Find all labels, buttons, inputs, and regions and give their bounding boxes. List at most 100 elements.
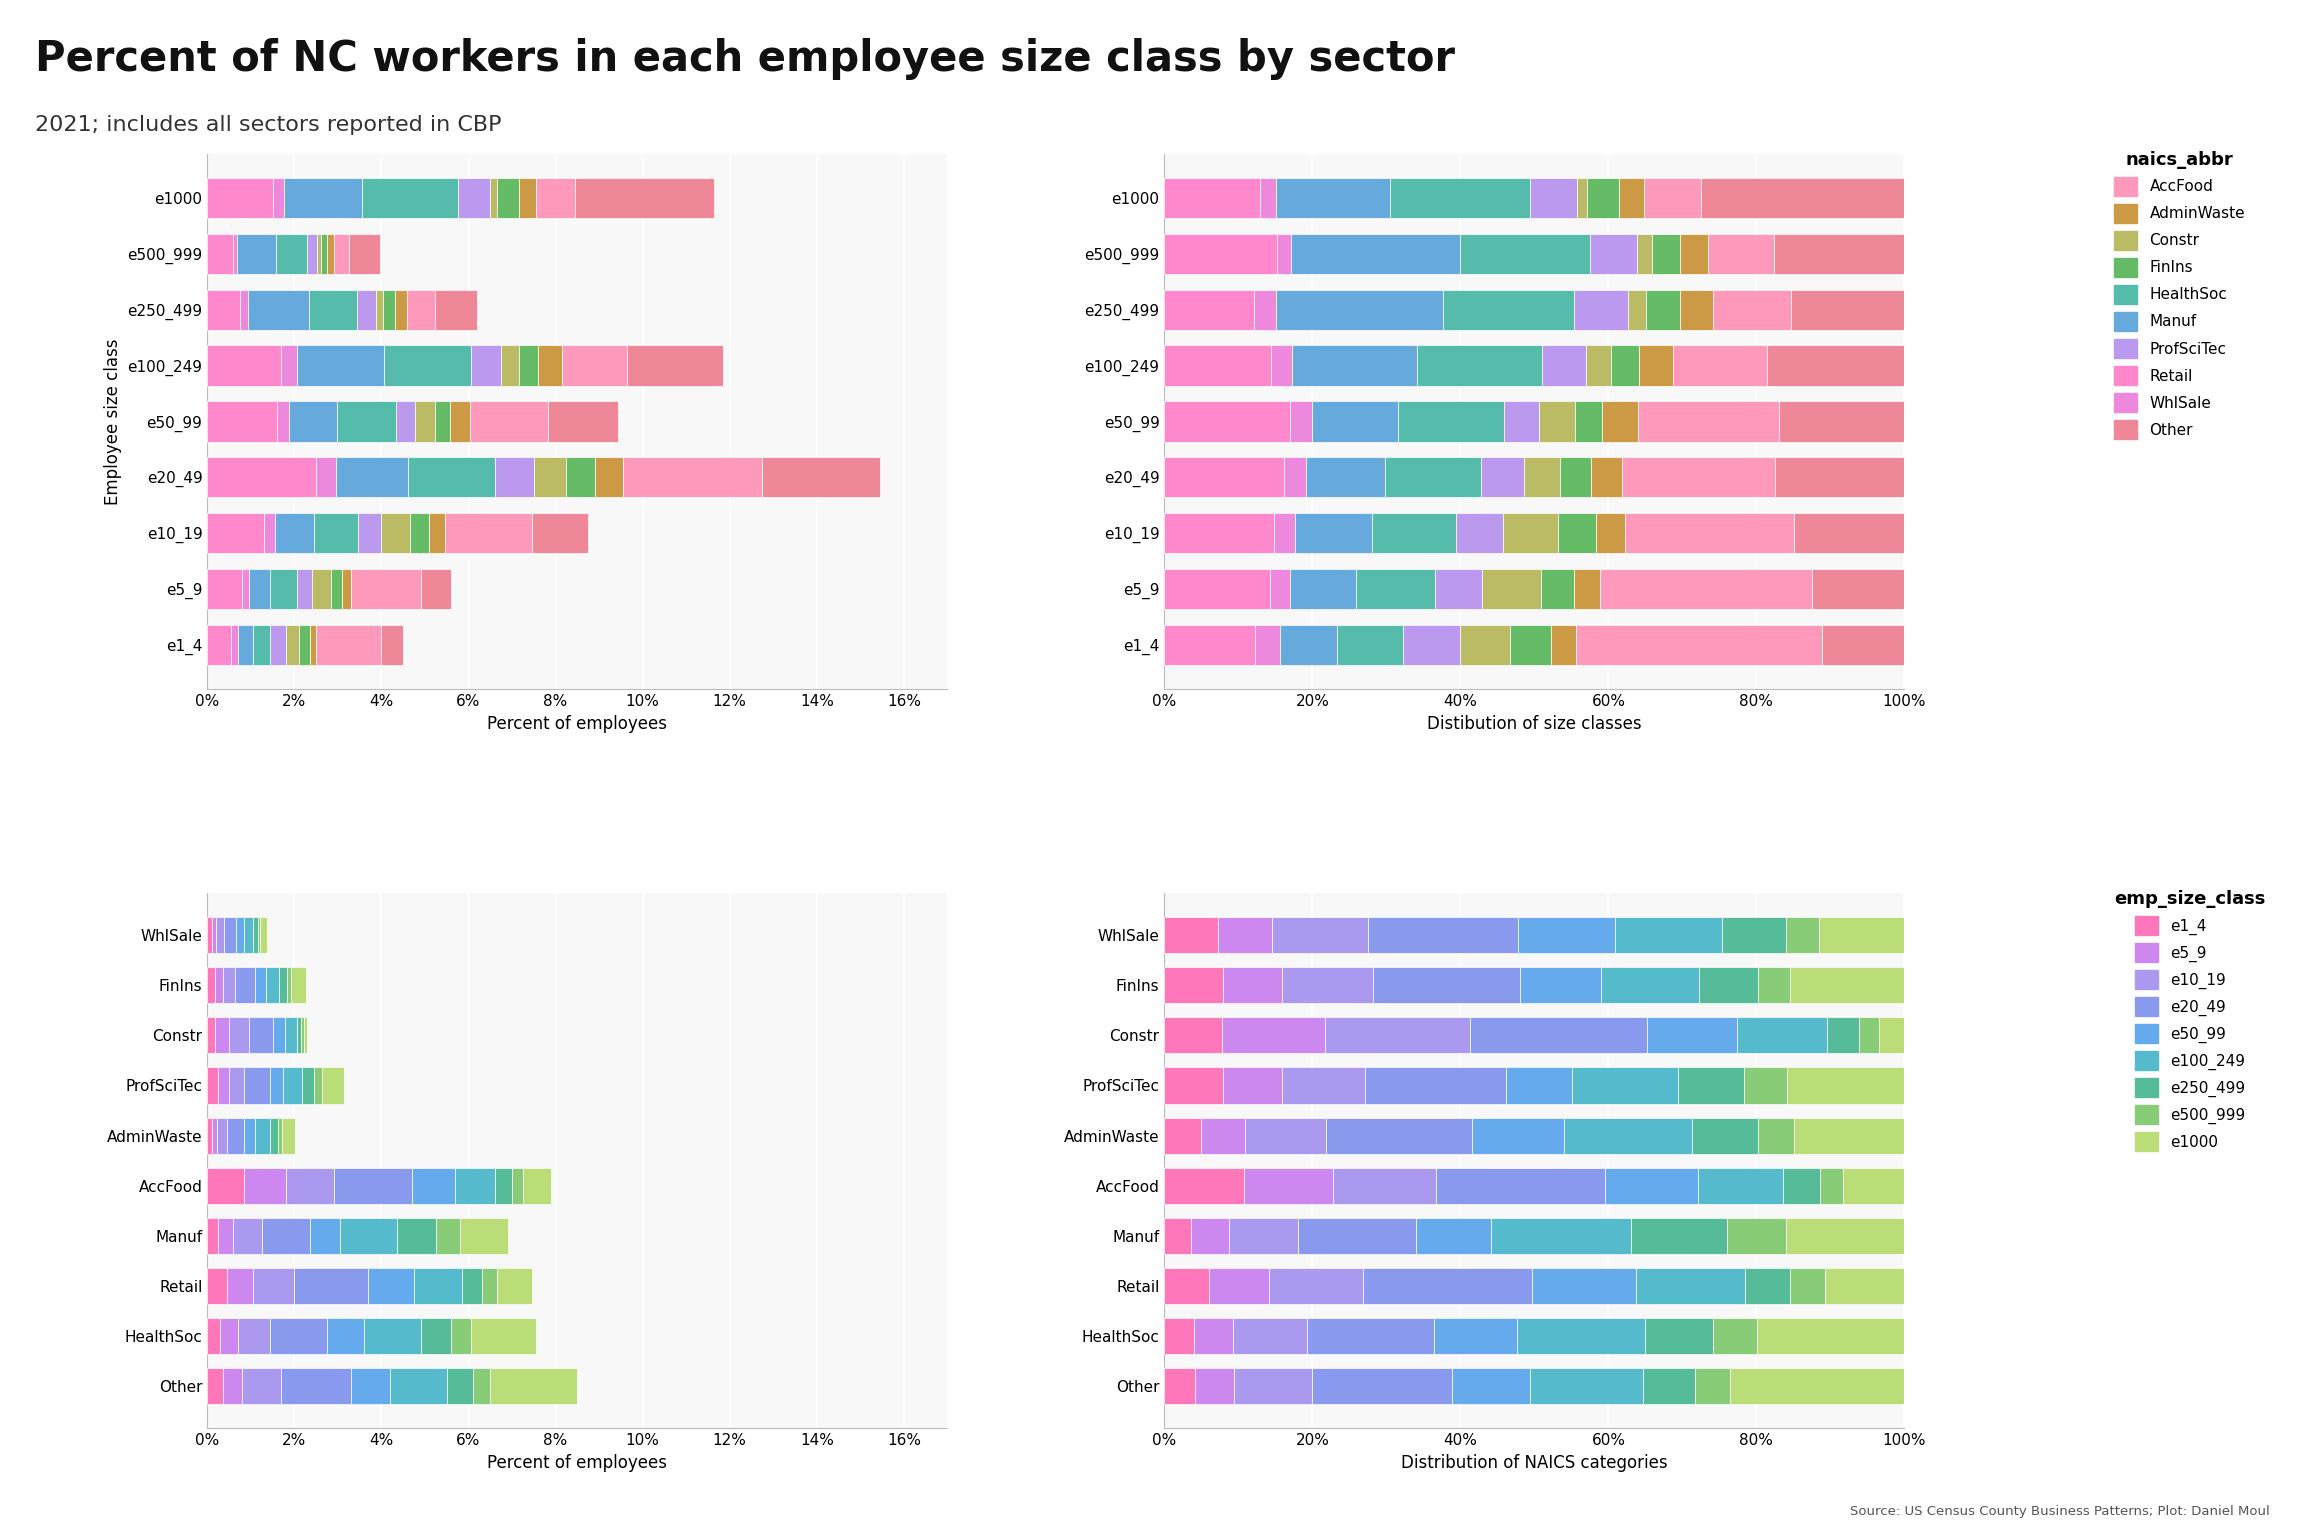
- Bar: [1818, 917, 1905, 954]
- Bar: [265, 968, 279, 1003]
- Bar: [276, 233, 306, 273]
- Bar: [1223, 968, 1281, 1003]
- Bar: [207, 1068, 219, 1103]
- Bar: [228, 1068, 244, 1103]
- Bar: [1541, 568, 1574, 610]
- Bar: [1461, 233, 1590, 273]
- Bar: [763, 458, 880, 498]
- Bar: [491, 1369, 578, 1404]
- Bar: [274, 513, 313, 553]
- Bar: [217, 1118, 226, 1154]
- Bar: [1164, 917, 1219, 954]
- Bar: [207, 568, 242, 610]
- Text: Percent of NC workers in each employee size class by sector: Percent of NC workers in each employee s…: [35, 38, 1454, 80]
- Bar: [535, 458, 567, 498]
- Bar: [1518, 917, 1615, 954]
- Bar: [1274, 513, 1295, 553]
- Bar: [1825, 1267, 1905, 1304]
- Bar: [228, 1267, 253, 1304]
- Bar: [1790, 290, 1905, 330]
- Bar: [1293, 233, 1461, 273]
- Bar: [537, 178, 576, 218]
- Bar: [295, 1267, 369, 1304]
- Bar: [283, 178, 362, 218]
- Bar: [470, 346, 502, 386]
- Bar: [498, 178, 518, 218]
- Bar: [1461, 625, 1509, 665]
- Bar: [470, 401, 548, 441]
- Bar: [242, 568, 249, 610]
- Bar: [1601, 568, 1811, 610]
- Bar: [1680, 290, 1714, 330]
- Bar: [518, 346, 539, 386]
- Bar: [313, 1068, 323, 1103]
- Bar: [1193, 1318, 1233, 1355]
- Bar: [1610, 346, 1638, 386]
- Bar: [207, 917, 212, 954]
- Bar: [1281, 968, 1373, 1003]
- Bar: [1164, 1167, 1244, 1204]
- Bar: [207, 233, 233, 273]
- Bar: [435, 290, 477, 330]
- Bar: [1270, 568, 1290, 610]
- Bar: [1680, 233, 1707, 273]
- Bar: [1574, 568, 1601, 610]
- Bar: [1758, 968, 1790, 1003]
- Bar: [445, 513, 532, 553]
- Bar: [1433, 1318, 1518, 1355]
- Bar: [1270, 346, 1293, 386]
- Bar: [1164, 1369, 1196, 1404]
- X-axis label: Percent of employees: Percent of employees: [488, 1455, 668, 1471]
- Bar: [207, 1118, 212, 1154]
- Bar: [389, 1369, 447, 1404]
- Bar: [495, 1167, 511, 1204]
- Bar: [1164, 625, 1256, 665]
- Bar: [1615, 917, 1721, 954]
- Bar: [237, 625, 253, 665]
- Bar: [1164, 1267, 1210, 1304]
- Bar: [1758, 1118, 1795, 1154]
- Bar: [286, 1017, 297, 1054]
- Bar: [212, 1118, 217, 1154]
- Bar: [350, 568, 422, 610]
- X-axis label: Percent of employees: Percent of employees: [488, 714, 668, 733]
- Bar: [276, 401, 290, 441]
- Bar: [382, 513, 410, 553]
- Bar: [207, 346, 281, 386]
- Bar: [1228, 1218, 1299, 1253]
- Bar: [1714, 1318, 1758, 1355]
- Bar: [1728, 1218, 1786, 1253]
- Bar: [1164, 1017, 1223, 1054]
- Bar: [1164, 1218, 1191, 1253]
- Bar: [1730, 1369, 1905, 1404]
- Bar: [1631, 1218, 1728, 1253]
- Bar: [1306, 1318, 1433, 1355]
- Bar: [1795, 513, 1905, 553]
- Bar: [1779, 401, 1905, 441]
- Bar: [334, 1167, 412, 1204]
- Bar: [396, 1218, 435, 1253]
- Bar: [1270, 1267, 1364, 1304]
- Bar: [1164, 458, 1283, 498]
- Bar: [1576, 625, 1822, 665]
- Bar: [1795, 1118, 1905, 1154]
- Bar: [1311, 401, 1399, 441]
- Bar: [1283, 1068, 1364, 1103]
- Bar: [214, 1017, 228, 1054]
- Bar: [1164, 233, 1276, 273]
- Bar: [1276, 233, 1293, 273]
- Bar: [1843, 1167, 1905, 1204]
- Bar: [290, 401, 336, 441]
- Bar: [482, 1267, 498, 1304]
- Bar: [212, 917, 217, 954]
- Bar: [382, 625, 403, 665]
- Bar: [1564, 1118, 1691, 1154]
- Bar: [226, 1118, 244, 1154]
- Bar: [1452, 1369, 1530, 1404]
- Bar: [1714, 290, 1790, 330]
- Bar: [1290, 401, 1311, 441]
- Bar: [369, 1267, 415, 1304]
- Bar: [302, 1017, 304, 1054]
- Bar: [270, 1318, 327, 1355]
- Bar: [332, 568, 343, 610]
